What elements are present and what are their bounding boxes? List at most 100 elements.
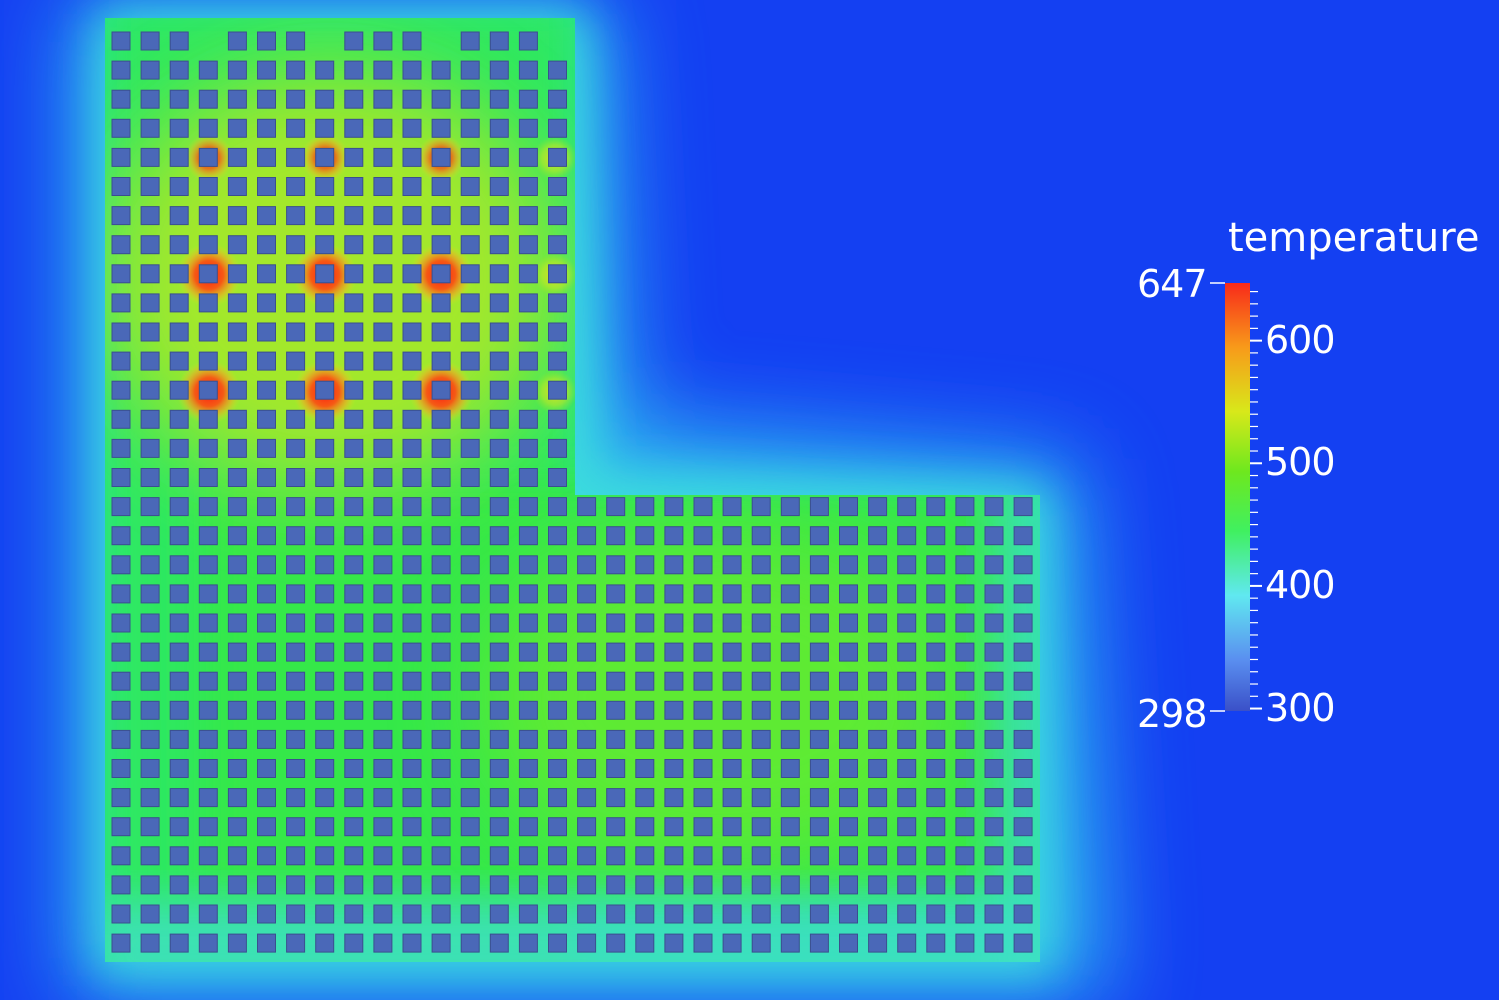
lattice-hole [577,642,597,662]
lattice-hole [780,759,800,778]
lattice-hole [897,759,917,778]
lattice-hole [198,613,218,633]
lattice-hole [286,933,306,953]
lattice-hole [635,642,655,662]
lattice-hole [460,729,480,749]
lattice-hole [111,642,131,662]
lattice-hole [548,759,567,778]
lattice-hole [577,526,597,546]
lattice-hole [606,700,626,720]
lattice-hole [257,526,276,546]
lattice-hole [606,671,626,691]
lattice-hole [344,351,364,371]
lattice-hole [518,729,538,749]
lattice-hole [1013,555,1033,575]
lattice-hole [518,264,538,284]
lattice-hole [169,264,189,284]
lattice-hole [635,817,655,837]
lattice-hole [460,555,480,575]
lattice-hole [198,206,218,226]
lattice-hole [344,817,364,837]
lattice-hole [431,613,451,633]
lattice-hole [722,671,742,691]
lattice-hole [286,555,306,575]
lattice-hole [344,264,364,284]
lattice-hole [606,497,626,517]
lattice-hole [460,846,480,866]
lattice-hole [286,468,306,487]
lattice-hole [664,875,684,895]
lattice-hole [489,526,509,546]
lattice-hole [489,759,509,778]
lattice-hole [984,642,1004,662]
lattice-hole [140,468,160,487]
lattice-hole [548,671,567,691]
lattice-hole [460,613,480,633]
lattice-hole [518,759,538,778]
lattice-hole [548,177,567,196]
lattice-hole [344,118,364,138]
lattice-hole [402,642,422,662]
lattice-hole [286,118,306,138]
lattice-hole [431,60,451,80]
lattice-hole [373,118,393,138]
lattice-hole [227,846,247,866]
lattice-hole [344,671,364,691]
lattice-hole [955,584,975,604]
lattice-hole [460,409,480,429]
lattice-hole [984,817,1004,837]
lattice-hole [489,351,509,371]
lattice-hole [489,904,509,924]
lattice-hole [344,846,364,866]
lattice-hole [431,438,451,458]
lattice-hole [431,235,451,255]
lattice-grid [111,31,1033,953]
lattice-hole [926,788,946,808]
lattice-hole [518,468,538,487]
lattice-hole [402,526,422,546]
lattice-hole [286,235,306,255]
lattice-hole [489,613,509,633]
lattice-hole [373,293,393,313]
lattice-hole [286,409,306,429]
lattice-hole [809,846,829,866]
lattice-hole [751,526,771,546]
lattice-hole [431,817,451,837]
lattice-hole [868,613,888,633]
lattice-hole [868,759,888,778]
lattice-hole [315,555,335,575]
lattice-hole [315,729,335,749]
lattice-hole [140,409,160,429]
lattice-hole [722,584,742,604]
lattice-hole [111,729,131,749]
lattice-hole [751,904,771,924]
lattice-hole [286,875,306,895]
lattice-hole [897,700,917,720]
lattice-hole [839,613,858,633]
lattice-hole [140,89,160,109]
lattice-hole [169,497,189,517]
lattice-hole [548,322,567,342]
lattice-hole [257,177,276,196]
lattice-hole [402,875,422,895]
lattice-hole [227,468,247,487]
lattice-hole [548,118,567,138]
lattice-hole [606,526,626,546]
lattice-hole [984,846,1004,866]
lattice-hole [373,235,393,255]
lattice-hole [460,177,480,196]
lattice-hole [780,788,800,808]
lattice-hole [257,729,276,749]
lattice-hole [315,293,335,313]
lattice-hole [693,729,713,749]
lattice-hole [548,904,567,924]
lattice-hole [955,817,975,837]
lattice-hole [839,759,858,778]
lattice-hole [111,671,131,691]
lattice-hole [518,351,538,371]
lattice-hole [344,642,364,662]
lattice-hole [111,147,131,167]
lattice-hole [460,817,480,837]
lattice-hole [111,293,131,313]
lattice-hole [577,759,597,778]
